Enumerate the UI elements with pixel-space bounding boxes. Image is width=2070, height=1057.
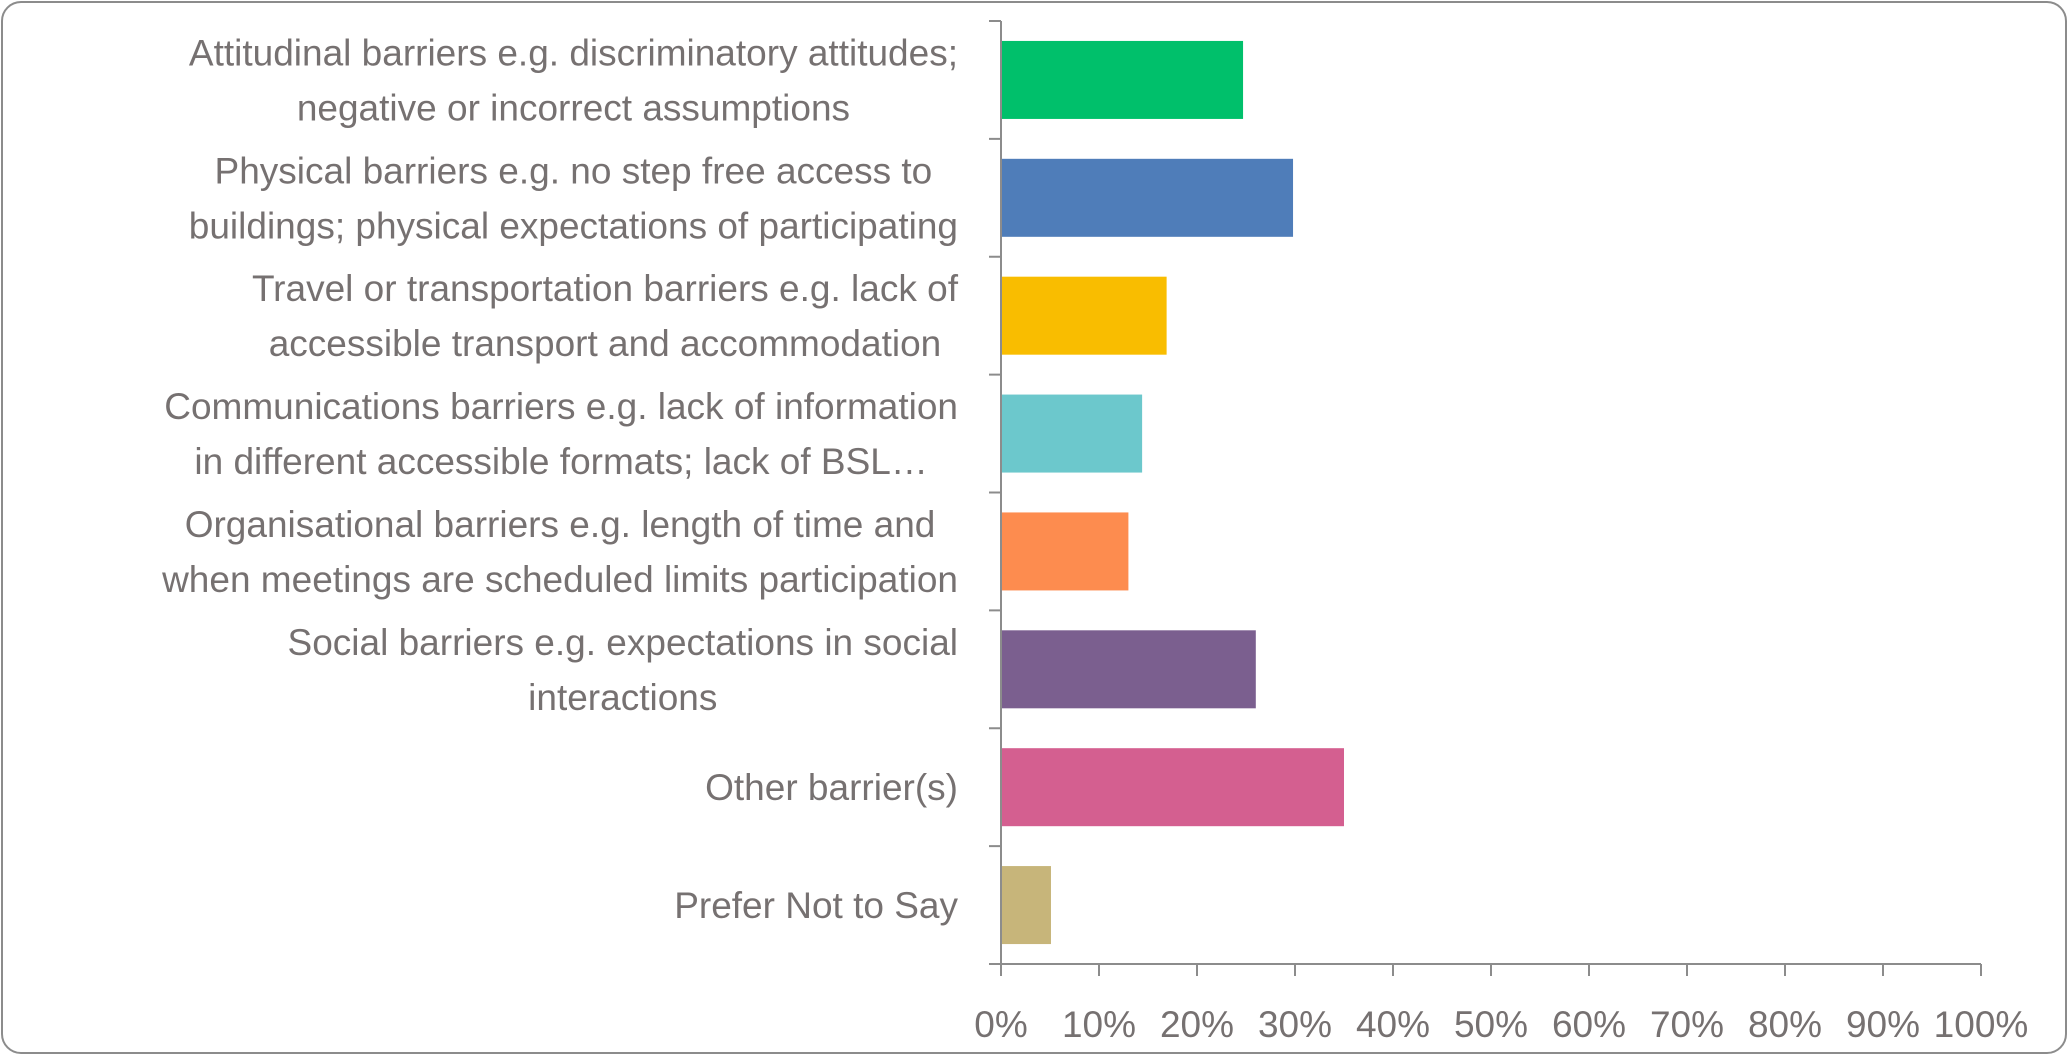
category-label-4: Communications barriers e.g. lack of inf… [164,386,958,482]
x-tick-label-5: 50% [1454,1004,1528,1045]
x-tick-label-7: 70% [1650,1004,1724,1045]
category-label-8: Prefer Not to Say [674,885,958,926]
x-tick-label-1: 10% [1062,1004,1136,1045]
x-tick-label-6: 60% [1552,1004,1626,1045]
x-tick-label-3: 30% [1258,1004,1332,1045]
category-label-3: Travel or transportation barriers e.g. l… [252,268,959,364]
x-tick-label-9: 90% [1846,1004,1920,1045]
category-label-6: Social barriers e.g. expectations in soc… [288,622,958,718]
x-tick-label-0: 0% [974,1004,1027,1045]
bar-1 [1001,40,1244,119]
category-label-7: Other barrier(s) [705,767,958,808]
category-label-1: Attitudinal barriers e.g. discriminatory… [189,32,958,128]
bar-3 [1001,276,1167,355]
bar-5 [1001,512,1129,591]
x-tick-label-8: 80% [1748,1004,1822,1045]
x-tick-label-4: 40% [1356,1004,1430,1045]
category-label-2: Physical barriers e.g. no step free acce… [189,150,958,246]
bar-8 [1001,866,1051,945]
bar-4 [1001,394,1143,473]
category-label-5: Organisational barriers e.g. length of t… [161,504,958,600]
bar-2 [1001,158,1294,237]
x-tick-label-2: 20% [1160,1004,1234,1045]
bar-7 [1001,748,1344,827]
bar-6 [1001,630,1256,709]
x-tick-label-10: 100% [1934,1004,2029,1045]
